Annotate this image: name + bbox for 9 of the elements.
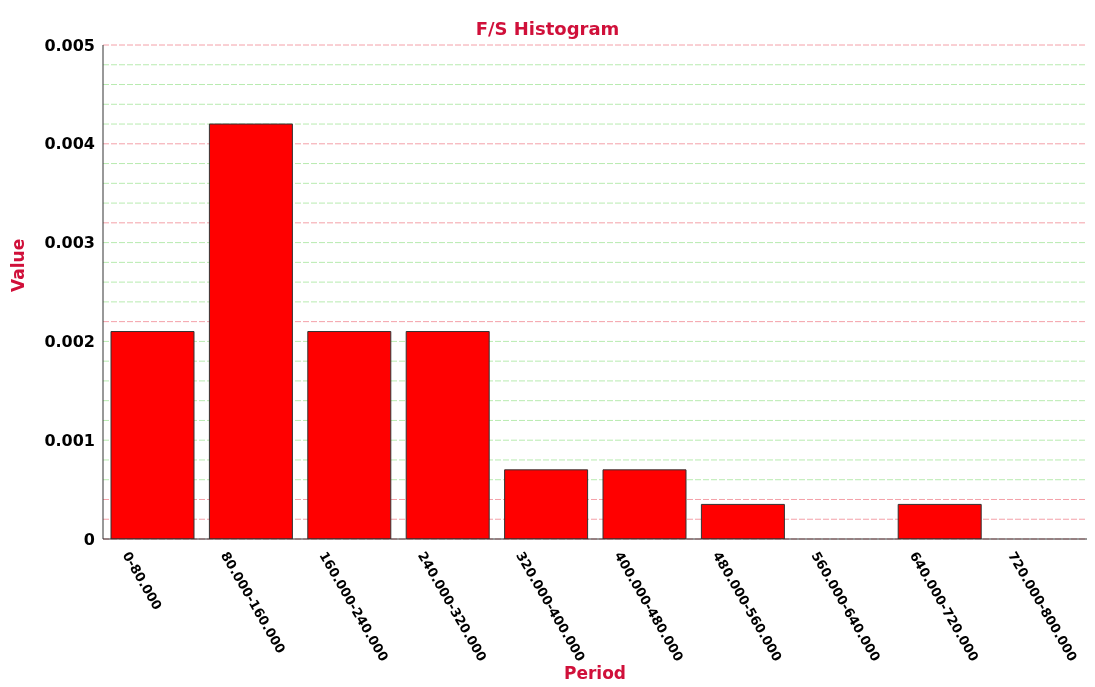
chart-title: F/S Histogram xyxy=(475,18,620,39)
y-tick-label: 0.002 xyxy=(44,332,95,352)
y-tick-label: 0 xyxy=(83,529,95,549)
y-tick-label: 0.005 xyxy=(44,35,95,55)
y-tick-label: 0.001 xyxy=(44,430,95,450)
y-tick-label: 0.004 xyxy=(44,134,95,154)
y-axis-title: Value xyxy=(8,238,29,292)
y-tick-label: 0.003 xyxy=(44,233,95,253)
x-axis-title: Period xyxy=(563,663,627,683)
